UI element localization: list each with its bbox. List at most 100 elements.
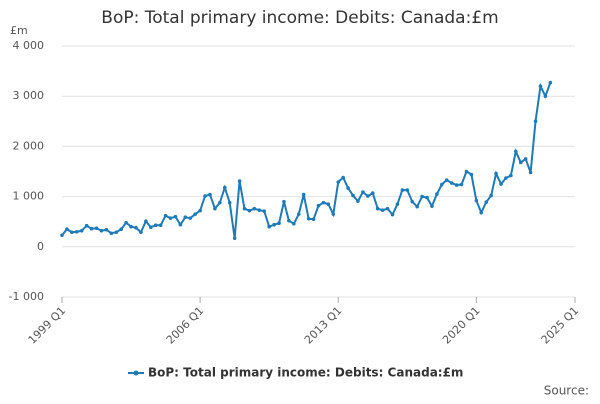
point (134, 225, 138, 230)
point (385, 206, 390, 211)
point (94, 226, 99, 231)
point (366, 194, 370, 198)
point (306, 216, 311, 221)
point (489, 193, 493, 198)
chart-title: BoP: Total primary income: Debits: Canad… (101, 8, 498, 28)
point (514, 149, 518, 154)
point (484, 200, 489, 204)
point (375, 206, 380, 211)
point (213, 206, 217, 211)
point (454, 183, 459, 187)
point (287, 218, 291, 223)
point (504, 176, 508, 180)
point (528, 170, 533, 175)
point (99, 228, 104, 233)
point (370, 191, 375, 195)
point (405, 188, 410, 192)
point (60, 233, 64, 238)
point (272, 222, 276, 227)
point (139, 230, 143, 235)
point (227, 200, 232, 205)
point (79, 228, 84, 233)
point (188, 216, 193, 220)
point (435, 192, 439, 196)
y-tick-label: 0 (37, 240, 44, 253)
point (119, 227, 123, 232)
point (538, 84, 543, 88)
point (444, 178, 449, 182)
source: Source: (544, 384, 589, 398)
legend-label: BoP: Total primary income: Debits: Canad… (148, 366, 463, 380)
point (74, 229, 79, 234)
point (410, 199, 415, 204)
point (311, 217, 316, 221)
point (129, 224, 133, 229)
point (104, 227, 109, 232)
point (208, 192, 212, 197)
point (430, 204, 434, 208)
point (326, 202, 331, 206)
point (474, 198, 479, 203)
point (252, 206, 257, 211)
point (168, 216, 173, 220)
x-tick-label: 2006 Q1 (164, 304, 207, 347)
point (173, 214, 178, 219)
point (292, 221, 296, 226)
point (459, 182, 464, 187)
y-tick-label: 3 000 (13, 89, 45, 102)
point (296, 212, 301, 216)
point (494, 171, 498, 176)
point (425, 195, 429, 200)
point (277, 221, 281, 226)
legend-dot (133, 370, 139, 376)
point (144, 219, 148, 223)
point (518, 160, 523, 165)
point (499, 182, 503, 186)
point (65, 227, 69, 232)
point (158, 223, 163, 228)
y-tick-label: 2 000 (13, 139, 45, 152)
point (218, 200, 222, 205)
y-tick-label: 1 000 (13, 190, 45, 203)
y-unit: £m (10, 24, 28, 37)
x-tick-label: 1999 Q1 (26, 304, 69, 347)
point (361, 190, 365, 194)
point (84, 223, 89, 228)
point (163, 213, 168, 218)
point (301, 192, 306, 197)
point (415, 204, 419, 209)
point (356, 199, 360, 203)
point (198, 208, 202, 213)
point (351, 193, 355, 198)
point (341, 175, 345, 180)
y-tick-label: 4 000 (13, 39, 45, 52)
point (548, 80, 553, 85)
series-line (61, 82, 552, 239)
point (523, 157, 528, 161)
point (395, 202, 400, 206)
point (331, 212, 336, 216)
point (464, 169, 469, 174)
point (193, 212, 197, 216)
point (469, 172, 474, 177)
point (247, 208, 252, 213)
point (109, 231, 114, 236)
point (222, 185, 227, 190)
point (148, 225, 153, 230)
point (89, 226, 94, 231)
point (449, 181, 454, 185)
point (203, 194, 207, 198)
point (509, 173, 513, 178)
point (346, 186, 350, 190)
point (400, 188, 405, 192)
point (420, 194, 424, 199)
y-tick-label: -1 000 (9, 290, 44, 303)
point (282, 199, 286, 204)
point (114, 230, 119, 235)
point (440, 182, 444, 187)
x-tick-label: 2013 Q1 (302, 304, 345, 347)
point (124, 220, 128, 225)
point (321, 200, 326, 205)
point (543, 94, 548, 98)
